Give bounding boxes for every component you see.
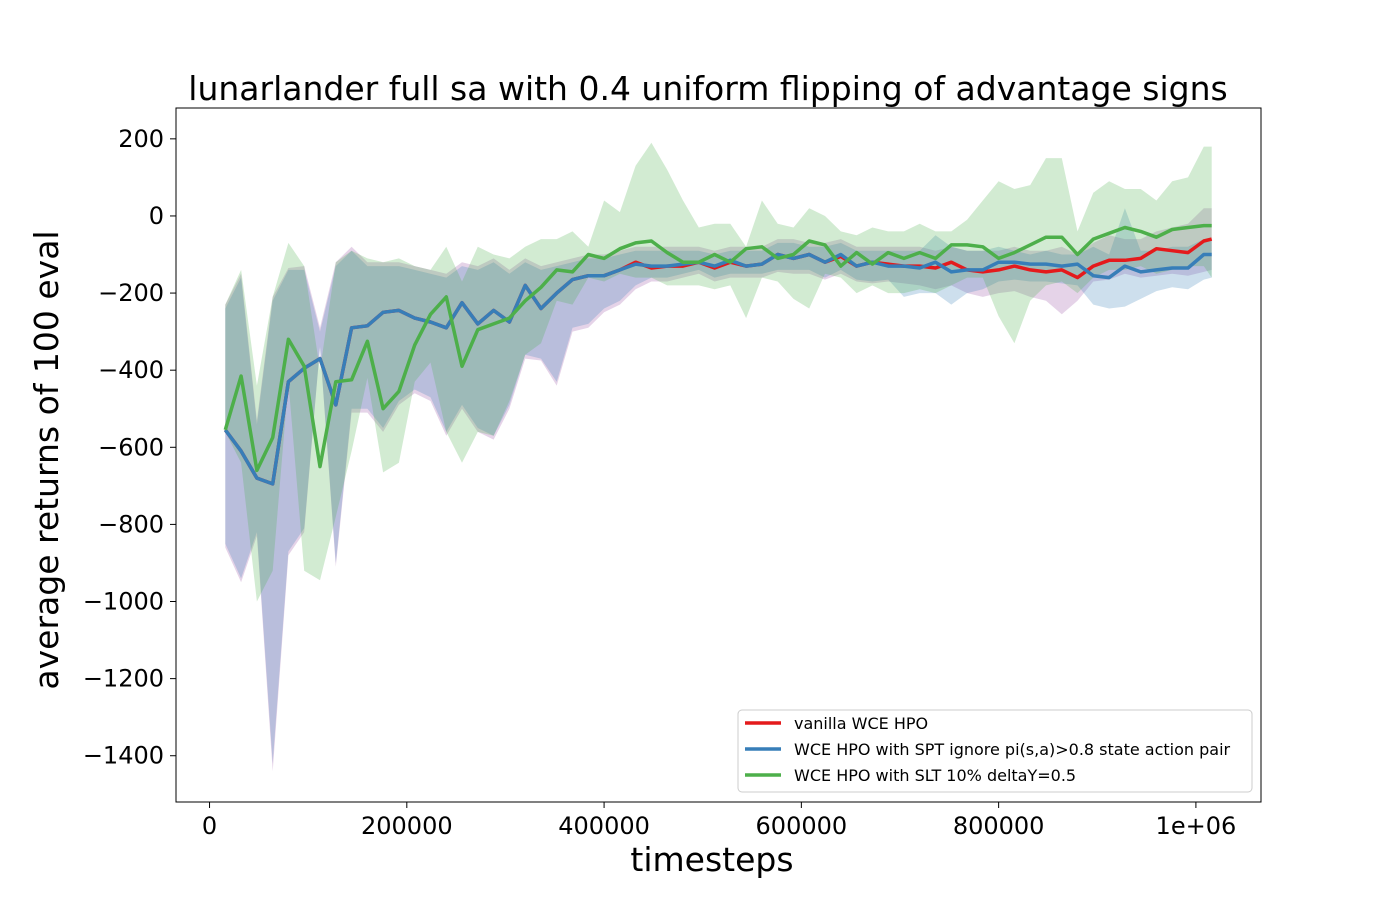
x-tick-label: 600000 (756, 812, 848, 840)
y-tick-label: −400 (98, 356, 164, 384)
y-tick-label: −200 (98, 279, 164, 307)
x-axis: 0 200000 400000 600000 800000 1e+06 (202, 802, 1236, 840)
y-tick-label: −600 (98, 433, 164, 461)
legend-box (737, 709, 1253, 793)
band-series-3 (225, 142, 1212, 602)
legend-label-2: WCE HPO with SPT ignore pi(s,a)>0.8 stat… (794, 740, 1231, 759)
line-series-2 (223, 252, 1212, 486)
x-axis-label: timesteps (630, 840, 793, 879)
line-series-3 (223, 223, 1212, 473)
y-axis-label: average returns of 100 eval (27, 230, 66, 689)
y-tick-label: 200 (118, 125, 164, 153)
legend: vanilla WCE HPO WCE HPO with SPT ignore p… (737, 709, 1253, 793)
legend-label-1: vanilla WCE HPO (794, 714, 928, 733)
series-lines (223, 223, 1213, 486)
x-tick-label: 400000 (558, 812, 650, 840)
y-tick-label: −1200 (83, 665, 164, 693)
x-tick-label: 0 (202, 812, 217, 840)
legend-label-3: WCE HPO with SLT 10% deltaY=0.5 (794, 766, 1076, 785)
chart-title: lunarlander full sa with 0.4 uniform fli… (188, 69, 1227, 108)
x-tick-label: 1e+06 (1156, 812, 1237, 840)
y-tick-label: 0 (149, 202, 164, 230)
y-tick-label: −800 (98, 510, 164, 538)
x-tick-label: 200000 (361, 812, 453, 840)
y-axis: 200 0 −200 −400 −600 −800 −1000 −1200 −1400 (83, 125, 176, 770)
y-tick-label: −1000 (83, 588, 164, 616)
plot-frame (175, 107, 1262, 803)
band-series-1 (225, 208, 1212, 772)
y-tick-label: −1400 (83, 742, 164, 770)
x-tick-label: 800000 (953, 812, 1045, 840)
